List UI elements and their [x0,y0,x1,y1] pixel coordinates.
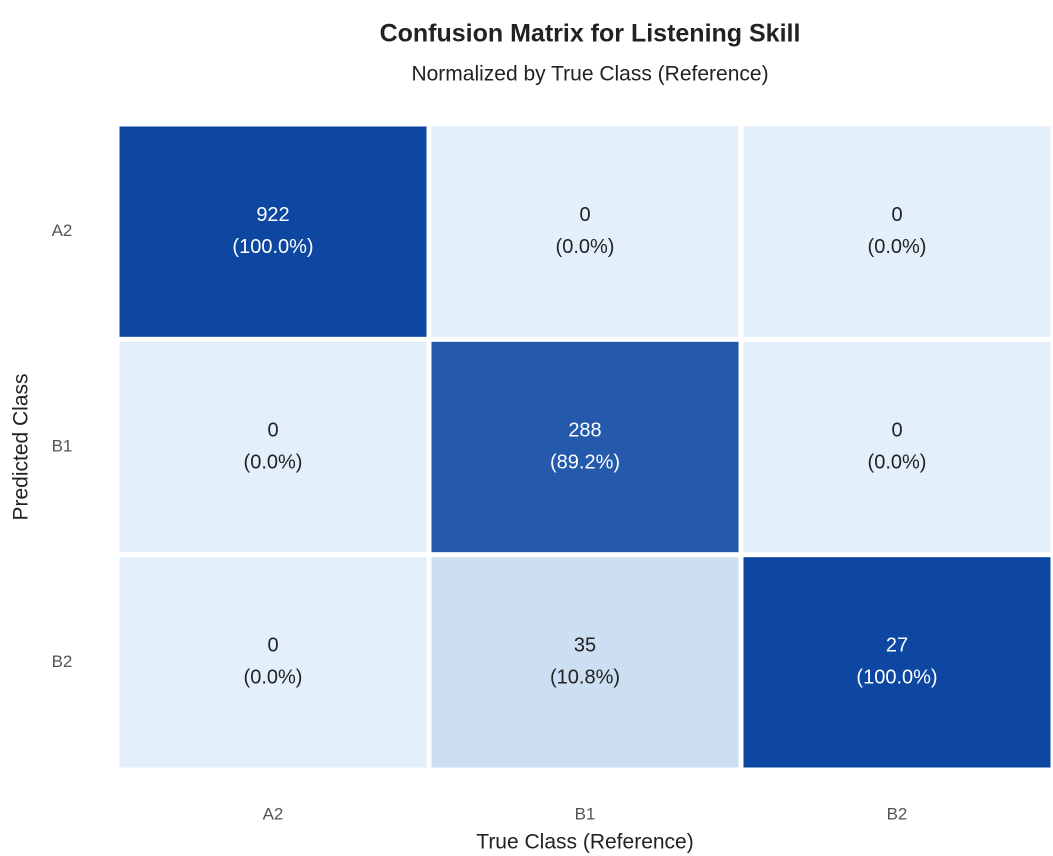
cell-count: 922 [256,204,289,226]
x-axis-label: True Class (Reference) [476,831,693,854]
cell-count: 0 [891,419,902,441]
cell-count: 288 [568,419,601,441]
cell-percentage: (0.0%) [868,236,927,258]
cell-percentage: (100.0%) [232,236,313,258]
cell-count: 0 [267,635,278,657]
x-tick-label: B2 [887,804,908,823]
heatmap-cell [431,126,739,337]
cell-percentage: (10.8%) [550,667,620,689]
heatmap-cell [743,126,1051,337]
cell-percentage: (0.0%) [556,236,615,258]
heatmap-cell [743,341,1051,553]
x-tick-label: A2 [263,804,284,823]
y-axis-label: Predicted Class [10,373,33,520]
cell-percentage: (89.2%) [550,451,620,473]
y-tick-label: A2 [52,221,73,240]
y-tick-label: B2 [52,652,73,671]
cell-count: 35 [574,635,596,657]
chart-subtitle: Normalized by True Class (Reference) [411,63,768,86]
cell-count: 0 [579,204,590,226]
cell-percentage: (0.0%) [868,451,927,473]
cell-percentage: (0.0%) [244,667,303,689]
heatmap-cell [119,126,427,337]
heatmap-cell [743,557,1051,768]
heatmap-cell [431,341,739,553]
y-tick-label: B1 [52,436,73,455]
cell-count: 0 [267,419,278,441]
x-tick-label: B1 [575,804,596,823]
cell-percentage: (0.0%) [244,451,303,473]
cell-count: 27 [886,635,908,657]
heatmap-cell [431,557,739,768]
heatmap-cell [119,341,427,553]
cell-percentage: (100.0%) [856,667,937,689]
heatmap-cell [119,557,427,768]
chart-title: Confusion Matrix for Listening Skill [380,20,801,48]
cell-count: 0 [891,204,902,226]
